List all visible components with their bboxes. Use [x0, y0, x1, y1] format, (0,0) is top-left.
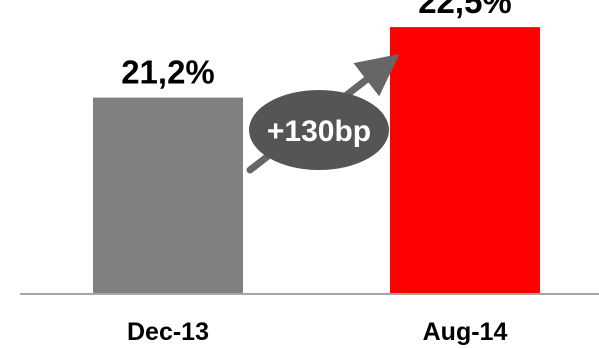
category-label-aug-14: Aug-14 [423, 318, 508, 346]
value-label-aug-14: 22,5% [418, 0, 512, 20]
growth-badge [249, 90, 389, 170]
growth-badge-label: +130bp [267, 115, 371, 148]
growth-annotation: +130bp [246, 53, 400, 174]
bars-group [93, 27, 540, 295]
category-labels-group: Dec-13 Aug-14 [127, 318, 507, 346]
value-labels-group: 21,2% 22,5% [121, 0, 512, 91]
category-label-dec-13: Dec-13 [127, 318, 209, 346]
bar-dec-13 [93, 97, 243, 295]
value-label-dec-13: 21,2% [121, 54, 215, 91]
bar-aug-14 [390, 27, 540, 295]
